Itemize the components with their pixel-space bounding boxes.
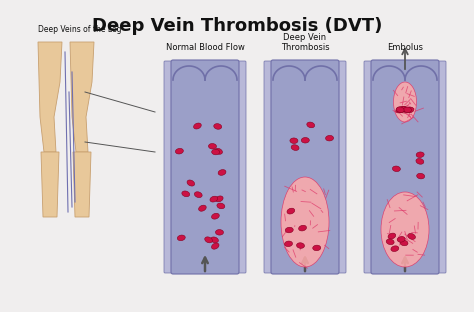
Ellipse shape bbox=[326, 135, 334, 141]
Ellipse shape bbox=[285, 227, 293, 233]
Ellipse shape bbox=[193, 123, 201, 129]
Ellipse shape bbox=[175, 149, 183, 154]
Ellipse shape bbox=[199, 205, 206, 211]
Ellipse shape bbox=[205, 237, 212, 243]
Polygon shape bbox=[70, 42, 94, 152]
Polygon shape bbox=[73, 152, 91, 217]
Ellipse shape bbox=[215, 196, 223, 202]
Text: Deep Veins of the Leg: Deep Veins of the Leg bbox=[38, 25, 121, 34]
Text: Deep Vein Thrombosis (DVT): Deep Vein Thrombosis (DVT) bbox=[92, 17, 382, 35]
Ellipse shape bbox=[313, 245, 321, 251]
Ellipse shape bbox=[396, 107, 403, 113]
Polygon shape bbox=[41, 152, 59, 217]
Ellipse shape bbox=[408, 233, 415, 239]
Ellipse shape bbox=[388, 233, 396, 239]
Ellipse shape bbox=[211, 243, 219, 249]
Ellipse shape bbox=[209, 144, 217, 149]
Ellipse shape bbox=[182, 191, 190, 197]
Ellipse shape bbox=[284, 241, 292, 246]
FancyBboxPatch shape bbox=[371, 60, 439, 274]
Ellipse shape bbox=[210, 196, 218, 202]
Ellipse shape bbox=[287, 208, 295, 214]
Polygon shape bbox=[38, 42, 62, 152]
Ellipse shape bbox=[393, 82, 417, 122]
Ellipse shape bbox=[210, 237, 219, 243]
Ellipse shape bbox=[216, 230, 223, 235]
Ellipse shape bbox=[392, 166, 401, 172]
Ellipse shape bbox=[406, 107, 414, 113]
Ellipse shape bbox=[281, 177, 329, 267]
Ellipse shape bbox=[403, 107, 411, 113]
Text: Deep Vein
Thrombosis: Deep Vein Thrombosis bbox=[281, 32, 329, 52]
FancyBboxPatch shape bbox=[164, 61, 174, 273]
Ellipse shape bbox=[218, 170, 226, 175]
FancyBboxPatch shape bbox=[236, 61, 246, 273]
Ellipse shape bbox=[212, 149, 219, 155]
Ellipse shape bbox=[297, 243, 304, 248]
Ellipse shape bbox=[214, 124, 222, 129]
Ellipse shape bbox=[416, 158, 424, 164]
Ellipse shape bbox=[399, 106, 406, 113]
Ellipse shape bbox=[211, 213, 219, 219]
FancyBboxPatch shape bbox=[436, 61, 446, 273]
Ellipse shape bbox=[215, 148, 222, 154]
Ellipse shape bbox=[177, 235, 185, 241]
Ellipse shape bbox=[391, 246, 399, 251]
Ellipse shape bbox=[299, 225, 307, 231]
FancyBboxPatch shape bbox=[271, 60, 339, 274]
Ellipse shape bbox=[194, 192, 202, 197]
Ellipse shape bbox=[417, 173, 425, 179]
Ellipse shape bbox=[386, 239, 394, 245]
Ellipse shape bbox=[416, 152, 424, 158]
Text: Normal Blood Flow: Normal Blood Flow bbox=[165, 43, 245, 52]
Ellipse shape bbox=[290, 138, 298, 144]
Text: Embolus: Embolus bbox=[387, 43, 423, 52]
Ellipse shape bbox=[217, 203, 225, 209]
Ellipse shape bbox=[400, 240, 408, 246]
Ellipse shape bbox=[307, 122, 315, 128]
Ellipse shape bbox=[397, 236, 405, 242]
FancyBboxPatch shape bbox=[336, 61, 346, 273]
Ellipse shape bbox=[396, 107, 404, 113]
FancyBboxPatch shape bbox=[264, 61, 274, 273]
Ellipse shape bbox=[291, 145, 299, 150]
Ellipse shape bbox=[301, 138, 310, 143]
Ellipse shape bbox=[401, 106, 409, 112]
Ellipse shape bbox=[187, 180, 195, 186]
FancyBboxPatch shape bbox=[364, 61, 374, 273]
Ellipse shape bbox=[381, 192, 429, 267]
FancyBboxPatch shape bbox=[171, 60, 239, 274]
